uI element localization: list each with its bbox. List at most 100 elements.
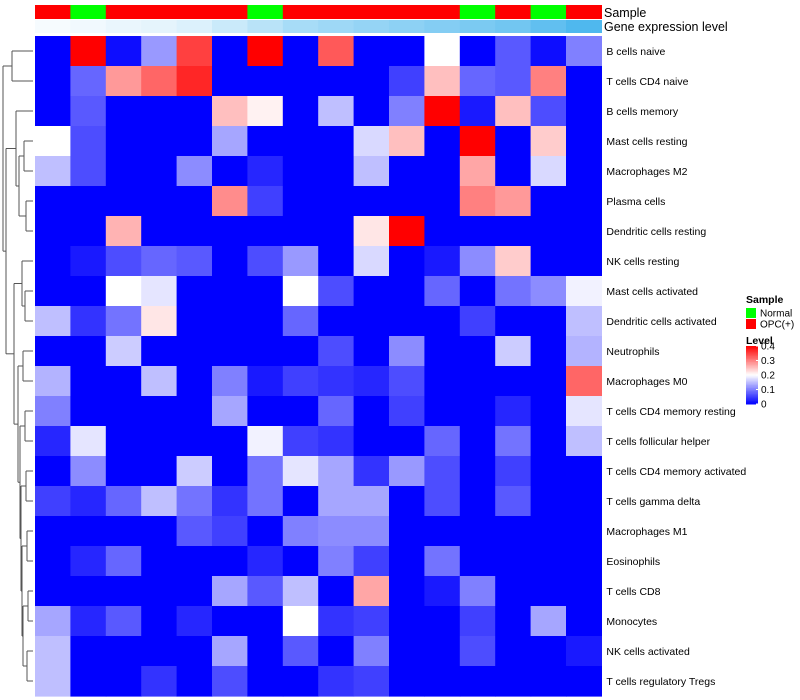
heatmap-cell [35, 336, 71, 367]
heatmap-cell [459, 306, 496, 337]
heatmap-cell [105, 36, 142, 67]
heatmap-cell [424, 186, 461, 217]
heatmap-cell [105, 336, 142, 367]
heatmap-cell [141, 636, 178, 667]
heatmap-cell [70, 606, 107, 637]
heatmap-cell [459, 546, 496, 577]
heatmap-cell [35, 246, 71, 277]
heatmap-cell [566, 666, 602, 697]
row-label: T cells gamma delta [606, 496, 700, 508]
heatmap-cell [212, 186, 248, 217]
heatmap-cell [495, 606, 532, 637]
heatmap-cell [424, 96, 461, 127]
heatmap-cell [353, 186, 390, 217]
row-label: Dendritic cells activated [606, 316, 716, 328]
heatmap-cell [389, 276, 425, 307]
heatmap-cell [459, 246, 496, 277]
sample-annotation-cell [530, 5, 567, 19]
heatmap-cell [389, 66, 425, 97]
legend-colorbar-step [746, 376, 758, 379]
heatmap-cell [105, 66, 142, 97]
row-label: T cells CD4 memory resting [606, 406, 735, 418]
heatmap-cell [459, 486, 496, 517]
heatmap-cell [318, 126, 355, 157]
heatmap-cell [176, 666, 213, 697]
heatmap-cell [495, 126, 532, 157]
heatmap-cell [70, 516, 107, 547]
heatmap-cell [566, 456, 602, 487]
heatmap-cell [35, 216, 71, 247]
heatmap-cell [282, 216, 319, 247]
heatmap-cell [105, 666, 142, 697]
expression-annotation-cell [212, 20, 248, 33]
heatmap-cell [566, 246, 602, 277]
legend-colorbar-step [746, 348, 758, 351]
heatmap-cell [353, 276, 390, 307]
legend-colorbar-step [746, 372, 758, 375]
heatmap-cell [35, 456, 71, 487]
heatmap-cell [247, 306, 284, 337]
legend-colorbar-step [746, 377, 758, 380]
heatmap-cell [318, 306, 355, 337]
legend-colorbar-step [746, 390, 758, 393]
heatmap-cell [105, 516, 142, 547]
heatmap-cell [247, 366, 284, 397]
legend-colorbar-step [746, 367, 758, 370]
heatmap-cell [35, 126, 71, 157]
heatmap-cell [495, 66, 532, 97]
heatmap-cell [389, 366, 425, 397]
heatmap-cell [353, 216, 390, 247]
heatmap-cell [389, 516, 425, 547]
legend-colorbar-step [746, 350, 758, 353]
sample-annotation-cell [247, 5, 284, 19]
heatmap-cell [212, 276, 248, 307]
heatmap-cell [105, 396, 142, 427]
legend-colorbar-step [746, 399, 758, 402]
heatmap-cell [176, 126, 213, 157]
legend-level-title: Level [746, 335, 773, 347]
heatmap-cell [35, 546, 71, 577]
legend-colorbar-step [746, 388, 758, 390]
row-label: Monocytes [606, 616, 657, 628]
heatmap-cell [282, 456, 319, 487]
heatmap-cell [353, 156, 390, 187]
heatmap-cell [318, 186, 355, 217]
heatmap-cell [424, 666, 461, 697]
heatmap-cell [282, 666, 319, 697]
legend-colorbar-step [746, 347, 758, 350]
sample-annotation-label: Sample [604, 6, 646, 20]
heatmap-cell [212, 126, 248, 157]
heatmap-cell [353, 606, 390, 637]
heatmap-cell [176, 276, 213, 307]
expression-annotation-cell [70, 20, 107, 33]
heatmap-cell [247, 246, 284, 277]
heatmap-cell [70, 36, 107, 67]
heatmap-cell [424, 126, 461, 157]
legend-sample-title: Sample [746, 294, 784, 306]
heatmap-cell [247, 36, 284, 67]
heatmap-cell [424, 636, 461, 667]
heatmap-cell [141, 36, 178, 67]
heatmap-cell [459, 636, 496, 667]
heatmap-cell [35, 516, 71, 547]
heatmap-cell [212, 246, 248, 277]
expression-annotation-cell [353, 20, 390, 33]
heatmap-cell [424, 66, 461, 97]
heatmap-cell [35, 276, 71, 307]
legend-colorbar-step [746, 382, 758, 385]
row-label: Plasma cells [606, 196, 665, 208]
legend-tick-label: 0.3 [761, 356, 775, 367]
legend-tick-label: 0.1 [761, 385, 775, 396]
heatmap-cell [566, 66, 602, 97]
heatmap-cell [566, 396, 602, 427]
legend-colorbar-step [746, 395, 758, 398]
heatmap-cell [318, 246, 355, 277]
heatmap-cell [389, 486, 425, 517]
heatmap-cell [318, 156, 355, 187]
heatmap-cell [141, 306, 178, 337]
heatmap-cell [176, 96, 213, 127]
heatmap-cell [176, 516, 213, 547]
heatmap-cell [530, 396, 567, 427]
heatmap-cell [424, 306, 461, 337]
heatmap-cell [530, 36, 567, 67]
